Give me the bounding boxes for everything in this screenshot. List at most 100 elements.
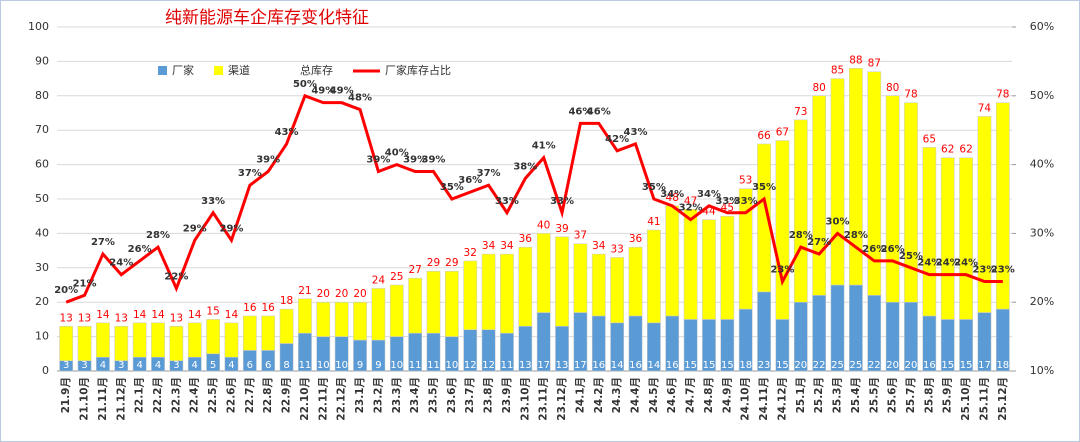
x-tick-label: 24.1月 [574,377,586,413]
legend-label: 厂家库存占比 [385,63,451,77]
total-label: 20 [353,288,366,300]
x-tick-label: 23.6月 [446,377,458,413]
total-label: 78 [904,89,917,101]
bar [757,143,771,293]
bar [628,246,643,317]
bar [830,284,845,372]
total-label: 37 [574,230,587,242]
bar-label: 25 [850,360,863,371]
bar-label: 10 [317,360,330,371]
x-tick-label: 23.3月 [391,377,403,413]
total-label: 14 [225,309,239,321]
x-tick-label: 22.3月 [170,377,182,413]
total-label: 78 [996,89,1009,101]
line-label: 48% [348,93,372,104]
total-label: 34 [592,240,606,252]
x-tick-label: 22.6月 [225,377,237,413]
bar [904,102,918,303]
y-tick-label: 80 [35,89,49,102]
x-tick-label: 25.5月 [868,377,880,413]
bar-label: 15 [684,360,697,371]
total-label: 74 [978,102,992,114]
x-tick-label: 21.9月 [60,377,72,413]
total-label: 13 [170,312,183,324]
total-label: 25 [390,271,403,283]
bar [665,205,680,317]
bar [830,78,845,286]
x-tick-label: 22.7月 [244,377,256,413]
bar [885,95,900,303]
bar [702,219,716,320]
bar-label: 16 [666,360,679,371]
total-label: 41 [647,216,660,228]
bar [573,243,588,313]
y2-tick-label: 10% [1030,364,1054,377]
x-tick-label: 23.1月 [354,377,366,413]
bar [444,270,459,337]
bar [867,71,882,296]
x-tick-label: 24.8月 [703,377,715,413]
bar [59,326,74,361]
line-label: 43% [624,127,648,138]
bar-label: 8 [283,360,289,371]
bar [812,95,827,296]
line-label: 24% [954,258,978,269]
y-tick-label: 10 [35,330,49,343]
bar [187,322,202,358]
total-label: 29 [427,257,440,269]
total-label: 32 [464,247,477,259]
bar [316,301,331,337]
x-tick-label: 25.1月 [795,377,807,413]
y-tick-label: 20 [35,295,49,308]
bar-label: 20 [794,360,807,371]
line-label: 39% [366,154,390,165]
bar [334,301,349,337]
total-label: 88 [849,54,862,66]
bar [793,119,808,303]
x-tick-label: 23.10月 [519,377,531,421]
x-tick-label: 25.3月 [832,377,844,413]
line-label: 23% [991,265,1015,276]
bar [371,288,386,341]
x-tick-label: 22.2月 [152,377,164,413]
y2-tick-label: 60% [1030,20,1054,33]
total-label: 14 [151,309,165,321]
x-tick-label: 24.3月 [611,377,623,413]
line-label: 29% [183,223,207,234]
total-label: 20 [335,288,348,300]
bar-label: 11 [501,360,514,371]
total-label: 80 [812,82,825,94]
line-label: 33% [734,196,758,207]
x-tick-label: 25.12月 [997,377,1009,421]
bar-label: 3 [173,360,179,371]
x-tick-label: 24.2月 [593,377,605,413]
total-label: 47 [684,195,697,207]
bar-label: 4 [136,360,142,371]
x-tick-label: 22.4月 [189,377,201,413]
line-label: 39% [422,154,446,165]
bar-label: 25 [831,360,844,371]
bar [775,140,790,320]
bar-label: 4 [155,360,161,371]
x-tick-label: 24.9月 [721,377,733,413]
line-label: 28% [146,230,170,241]
bar-label: 4 [100,360,106,371]
total-label: 13 [78,312,91,324]
bar [463,260,478,330]
bar [959,157,973,320]
line-label: 34% [697,189,721,200]
bar [298,298,312,334]
line-label: 33% [495,196,519,207]
bar-label: 16 [629,360,642,371]
total-label: 36 [519,233,533,245]
bar-label: 12 [464,360,477,371]
bar [261,315,276,351]
total-label: 36 [629,233,643,245]
line-label: 24% [917,258,941,269]
total-label: 15 [206,305,219,317]
bar [849,284,863,372]
bar [279,308,294,344]
bar [224,322,239,358]
total-label: 80 [886,82,899,94]
